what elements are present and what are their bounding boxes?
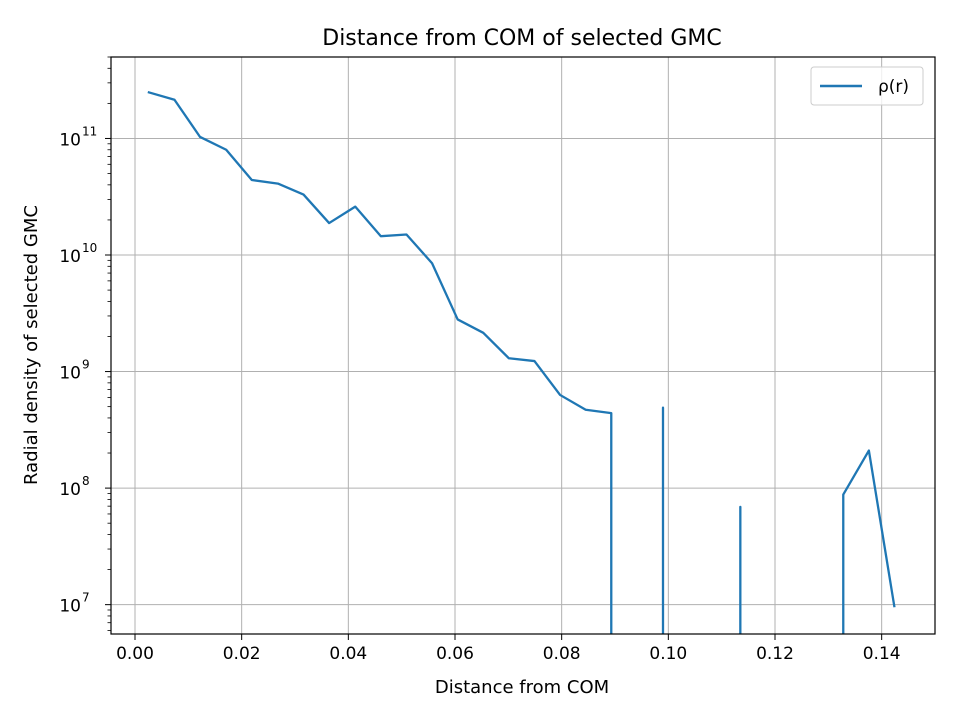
- y-tick-exponent: 10: [82, 241, 97, 255]
- x-tick-label: 0.08: [543, 644, 581, 664]
- y-tick-exponent: 11: [82, 124, 97, 138]
- data-lines: [147, 90, 896, 634]
- x-axis-ticks: 0.00 0.02 0.04 0.06 0.08 0.10 0.12 0.14: [116, 634, 901, 664]
- y-tick-base: 10: [59, 597, 81, 617]
- y-tick-base: 10: [59, 130, 81, 150]
- y-tick-base: 10: [59, 247, 81, 267]
- x-axis-label: Distance from COM: [435, 677, 609, 698]
- y-tick-base: 10: [59, 364, 81, 384]
- legend-box: [810, 66, 924, 106]
- y-tick-exponent: 8: [82, 474, 90, 488]
- grid: [111, 57, 935, 634]
- y-tick-label: 10: [59, 247, 81, 267]
- y-tick-exponent: 7: [82, 591, 90, 605]
- x-tick-label: 0.14: [863, 644, 901, 664]
- x-tick-label: 0.04: [329, 644, 367, 664]
- x-tick-label: 0.10: [649, 644, 687, 664]
- series-line: [842, 449, 896, 634]
- y-tick-label: 10: [59, 597, 81, 617]
- plot-frame: [110, 56, 936, 635]
- x-tick-label: 0.12: [756, 644, 794, 664]
- y-tick-exponent: 9: [82, 358, 90, 372]
- legend-label: ρ(r): [878, 77, 909, 97]
- y-tick-label: 10: [59, 480, 81, 500]
- x-tick-label: 0.06: [436, 644, 474, 664]
- chart-title: Distance from COM of selected GMC: [322, 26, 721, 51]
- y-axis-label: Radial density of selected GMC: [21, 205, 42, 485]
- x-tick-label: 0.00: [116, 644, 154, 664]
- legend: ρ(r): [810, 66, 924, 106]
- y-tick-base: 10: [59, 480, 81, 500]
- y-tick-label: 10: [59, 364, 81, 384]
- y-tick-label: 10: [59, 130, 81, 150]
- series-line: [147, 90, 613, 634]
- x-tick-label: 0.02: [223, 644, 261, 664]
